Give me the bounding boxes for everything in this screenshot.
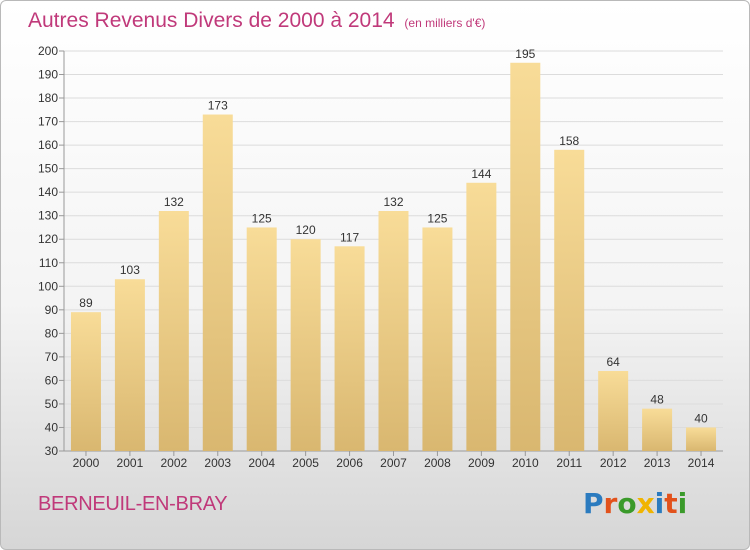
x-tick-label: 2007 bbox=[380, 456, 407, 470]
bar-2004 bbox=[246, 227, 277, 451]
bar-2005 bbox=[290, 239, 321, 451]
y-tick-label: 140 bbox=[38, 185, 58, 199]
y-tick-label: 110 bbox=[39, 256, 58, 270]
y-tick-label: 190 bbox=[38, 68, 58, 82]
bar-value-label: 195 bbox=[515, 47, 535, 61]
y-tick-label: 30 bbox=[45, 444, 59, 458]
bar-value-label: 48 bbox=[650, 393, 664, 407]
brand-letter: i bbox=[654, 487, 665, 520]
brand-letter: P bbox=[583, 487, 604, 520]
chart-title-text: Autres Revenus Divers de 2000 à 2014 bbox=[28, 9, 395, 32]
x-tick-label: 2004 bbox=[248, 456, 275, 470]
bar-value-label: 132 bbox=[383, 195, 403, 209]
bar-2008 bbox=[422, 227, 453, 451]
brand-letter: i bbox=[677, 487, 688, 520]
bar-2011 bbox=[554, 149, 585, 451]
chart-subtitle: (en milliers d'€) bbox=[404, 16, 486, 30]
x-tick-label: 2013 bbox=[644, 456, 671, 470]
y-tick-label: 160 bbox=[38, 138, 58, 152]
bar-value-label: 125 bbox=[252, 211, 272, 225]
chart-title: Autres Revenus Divers de 2000 à 2014 (en… bbox=[28, 9, 485, 33]
y-tick-label: 180 bbox=[38, 91, 58, 105]
bar-value-label: 89 bbox=[79, 296, 93, 310]
bar-2010 bbox=[510, 62, 541, 451]
y-tick-label: 100 bbox=[38, 279, 58, 293]
x-tick-label: 2010 bbox=[512, 456, 539, 470]
x-tick-label: 2011 bbox=[556, 456, 582, 470]
x-tick-label: 2008 bbox=[424, 456, 451, 470]
bar-value-label: 173 bbox=[208, 99, 228, 113]
brand-letter: x bbox=[636, 487, 655, 520]
y-tick-label: 200 bbox=[38, 44, 58, 58]
bar-value-label: 125 bbox=[427, 211, 447, 225]
bar-2006 bbox=[334, 246, 365, 451]
x-tick-label: 2014 bbox=[688, 456, 715, 470]
y-tick-label: 80 bbox=[45, 326, 59, 340]
y-tick-label: 120 bbox=[38, 232, 58, 246]
bar-value-label: 158 bbox=[559, 134, 579, 148]
y-tick-label: 130 bbox=[38, 209, 58, 223]
bar-value-label: 103 bbox=[120, 263, 140, 277]
x-tick-label: 2012 bbox=[600, 456, 627, 470]
bar-2012 bbox=[598, 371, 629, 451]
x-tick-label: 2005 bbox=[292, 456, 319, 470]
brand-letter: t bbox=[664, 487, 678, 520]
bar-value-label: 64 bbox=[606, 355, 620, 369]
bar-2000 bbox=[70, 312, 101, 451]
bar-2001 bbox=[114, 279, 145, 451]
y-tick-label: 170 bbox=[38, 115, 58, 129]
bar-2014 bbox=[686, 427, 717, 451]
bar-value-label: 132 bbox=[164, 195, 184, 209]
brand-letter: r bbox=[603, 487, 618, 520]
bar-value-label: 40 bbox=[694, 411, 708, 425]
bar-2007 bbox=[378, 211, 409, 451]
bar-2002 bbox=[158, 211, 189, 451]
bar-2003 bbox=[202, 114, 233, 451]
y-tick-label: 150 bbox=[38, 162, 58, 176]
brand-logo: Proxiti bbox=[583, 487, 687, 520]
x-tick-label: 2000 bbox=[73, 456, 100, 470]
brand-letter: o bbox=[617, 487, 637, 520]
bar-2013 bbox=[642, 408, 673, 451]
y-tick-label: 50 bbox=[45, 397, 59, 411]
x-tick-label: 2003 bbox=[204, 456, 231, 470]
bar-value-label: 117 bbox=[340, 230, 359, 244]
x-tick-label: 2001 bbox=[117, 456, 144, 470]
y-tick-label: 40 bbox=[45, 420, 59, 434]
y-tick-label: 90 bbox=[45, 303, 59, 317]
bar-2009 bbox=[466, 182, 497, 451]
y-tick-label: 60 bbox=[45, 373, 59, 387]
place-name: BERNEUIL-EN-BRAY bbox=[38, 493, 228, 515]
bar-value-label: 120 bbox=[296, 223, 316, 237]
x-tick-label: 2006 bbox=[336, 456, 363, 470]
x-tick-label: 2009 bbox=[468, 456, 495, 470]
y-tick-label: 70 bbox=[45, 350, 59, 364]
x-tick-label: 2002 bbox=[160, 456, 187, 470]
bar-value-label: 144 bbox=[471, 167, 491, 181]
